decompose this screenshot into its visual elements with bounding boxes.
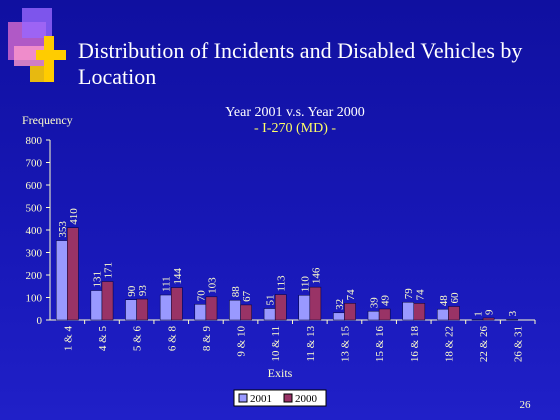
y-tick-label: 600 bbox=[26, 180, 43, 192]
y-tick-label: 500 bbox=[26, 203, 43, 215]
bar bbox=[171, 287, 183, 321]
x-tick-label: 8 & 9 bbox=[201, 326, 213, 352]
x-tick-label: 26 & 31 bbox=[513, 326, 525, 362]
subtitle-2: - I-270 (MD) - bbox=[254, 121, 336, 136]
value-label: 39 bbox=[369, 297, 381, 309]
bar bbox=[344, 303, 356, 321]
bar bbox=[309, 286, 322, 321]
legend: 2001 2000 bbox=[233, 389, 327, 407]
bar bbox=[506, 319, 518, 321]
bar bbox=[194, 304, 207, 321]
value-label: 79 bbox=[403, 288, 415, 300]
value-label: 410 bbox=[68, 208, 80, 225]
value-label: 144 bbox=[172, 268, 184, 285]
value-label: 67 bbox=[241, 290, 253, 302]
value-label: 171 bbox=[103, 262, 115, 279]
value-label: 103 bbox=[206, 277, 218, 294]
x-tick-label: 18 & 22 bbox=[443, 326, 455, 362]
bar bbox=[263, 308, 276, 321]
value-label: 3 bbox=[507, 310, 519, 316]
page-number: 26 bbox=[520, 399, 532, 411]
legend-swatch bbox=[283, 393, 293, 403]
bar bbox=[448, 306, 460, 321]
bar bbox=[482, 317, 495, 321]
value-label: 32 bbox=[334, 299, 346, 310]
value-label: 74 bbox=[414, 289, 426, 301]
legend-swatch bbox=[238, 393, 248, 403]
value-label: 49 bbox=[380, 294, 392, 306]
bar bbox=[367, 310, 380, 321]
bar bbox=[240, 304, 252, 321]
x-tick-label: 9 & 10 bbox=[236, 326, 248, 357]
y-tick-label: 0 bbox=[37, 315, 43, 327]
bar bbox=[55, 240, 68, 321]
bar bbox=[159, 294, 172, 321]
value-label: 51 bbox=[265, 295, 277, 306]
value-label: 111 bbox=[161, 276, 173, 292]
bar bbox=[90, 290, 103, 321]
x-tick-label: 6 & 8 bbox=[166, 326, 178, 352]
y-tick-label: 100 bbox=[26, 293, 43, 305]
value-label: 131 bbox=[91, 271, 103, 288]
x-tick-label: 22 & 26 bbox=[478, 326, 490, 363]
value-label: 353 bbox=[57, 221, 69, 238]
y-axis-label: Frequency bbox=[22, 113, 73, 127]
bar bbox=[125, 299, 137, 321]
bar bbox=[413, 303, 426, 321]
value-label: 9 bbox=[484, 309, 496, 315]
bar bbox=[274, 294, 287, 321]
value-label: 110 bbox=[299, 276, 311, 293]
x-tick-label: 13 & 15 bbox=[339, 326, 351, 363]
y-tick-label: 300 bbox=[26, 248, 43, 260]
bar bbox=[101, 281, 114, 321]
bar bbox=[402, 301, 414, 321]
x-tick-label: 16 & 18 bbox=[409, 326, 421, 363]
bar bbox=[229, 299, 241, 321]
y-tick-label: 400 bbox=[26, 225, 43, 237]
value-label: 146 bbox=[310, 267, 322, 284]
value-label: 90 bbox=[126, 285, 138, 297]
subtitle: Year 2001 v.s. Year 2000 bbox=[225, 105, 365, 120]
bar bbox=[437, 308, 449, 321]
value-label: 70 bbox=[195, 290, 207, 302]
legend-label: 2001 bbox=[250, 393, 272, 405]
value-label: 88 bbox=[230, 286, 242, 298]
y-tick-label: 700 bbox=[26, 158, 43, 170]
x-tick-label: 4 & 5 bbox=[97, 326, 109, 352]
value-label: 1 bbox=[472, 311, 484, 317]
value-label: 93 bbox=[137, 285, 149, 297]
bar bbox=[333, 312, 345, 321]
value-label: 60 bbox=[449, 292, 461, 304]
bar bbox=[136, 298, 148, 321]
title: Distribution of Incidents and Disabled V… bbox=[78, 38, 523, 89]
x-tick-label: 5 & 6 bbox=[132, 326, 144, 352]
x-tick-label: 10 & 11 bbox=[270, 326, 282, 362]
y-tick-label: 800 bbox=[26, 135, 43, 147]
legend-label: 2000 bbox=[295, 393, 318, 405]
value-label: 48 bbox=[438, 295, 450, 307]
legend-box bbox=[233, 389, 327, 407]
x-axis-label: Exits bbox=[268, 366, 293, 380]
value-label: 74 bbox=[345, 289, 357, 301]
logo bbox=[8, 8, 66, 82]
x-tick-label: 1 & 4 bbox=[62, 326, 74, 352]
bar bbox=[378, 308, 391, 321]
x-tick-label: 15 & 16 bbox=[374, 326, 386, 363]
x-tick-label: 11 & 13 bbox=[305, 326, 317, 362]
value-label: 113 bbox=[276, 275, 288, 292]
bar bbox=[67, 227, 79, 321]
y-tick-label: 200 bbox=[26, 270, 43, 282]
bar bbox=[298, 295, 311, 321]
bar bbox=[205, 296, 218, 321]
